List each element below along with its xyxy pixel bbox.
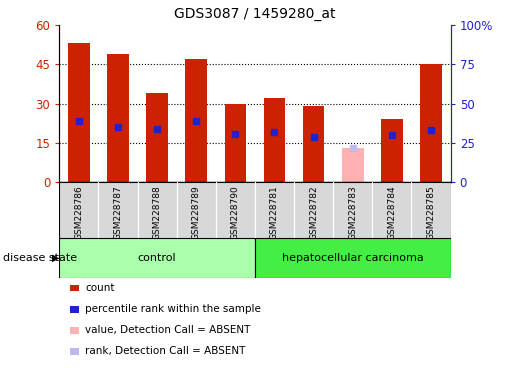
Text: disease state: disease state	[3, 253, 77, 263]
Text: control: control	[138, 253, 176, 263]
Bar	[381, 119, 403, 182]
Title: GDS3087 / 1459280_at: GDS3087 / 1459280_at	[174, 7, 336, 21]
Bar	[68, 43, 90, 182]
Bar	[185, 59, 207, 182]
Bar	[372, 182, 411, 238]
Text: value, Detection Call = ABSENT: value, Detection Call = ABSENT	[85, 325, 250, 335]
Text: ▶: ▶	[52, 253, 59, 263]
Bar	[255, 238, 451, 278]
Text: GSM228790: GSM228790	[231, 185, 240, 240]
Text: GSM228787: GSM228787	[113, 185, 123, 240]
Bar	[59, 182, 98, 238]
Bar	[146, 93, 168, 182]
Text: GSM228788: GSM228788	[152, 185, 162, 240]
Bar	[255, 182, 294, 238]
Text: GSM228784: GSM228784	[387, 185, 397, 240]
Bar	[107, 54, 129, 182]
Text: GSM228786: GSM228786	[74, 185, 83, 240]
Bar	[216, 182, 255, 238]
Bar	[303, 106, 324, 182]
Bar	[177, 182, 216, 238]
Text: GSM228783: GSM228783	[348, 185, 357, 240]
Bar	[98, 182, 138, 238]
Text: GSM228789: GSM228789	[192, 185, 201, 240]
Bar	[264, 98, 285, 182]
Bar	[294, 182, 333, 238]
Bar	[411, 182, 451, 238]
Bar	[420, 64, 442, 182]
Text: GSM228785: GSM228785	[426, 185, 436, 240]
Text: hepatocellular carcinoma: hepatocellular carcinoma	[282, 253, 424, 263]
Bar	[59, 238, 255, 278]
Bar	[138, 182, 177, 238]
Bar	[342, 148, 364, 182]
Bar	[333, 182, 372, 238]
Text: rank, Detection Call = ABSENT: rank, Detection Call = ABSENT	[85, 346, 245, 356]
Bar	[225, 104, 246, 182]
Text: GSM228781: GSM228781	[270, 185, 279, 240]
Text: count: count	[85, 283, 114, 293]
Text: percentile rank within the sample: percentile rank within the sample	[85, 304, 261, 314]
Text: GSM228782: GSM228782	[309, 185, 318, 240]
